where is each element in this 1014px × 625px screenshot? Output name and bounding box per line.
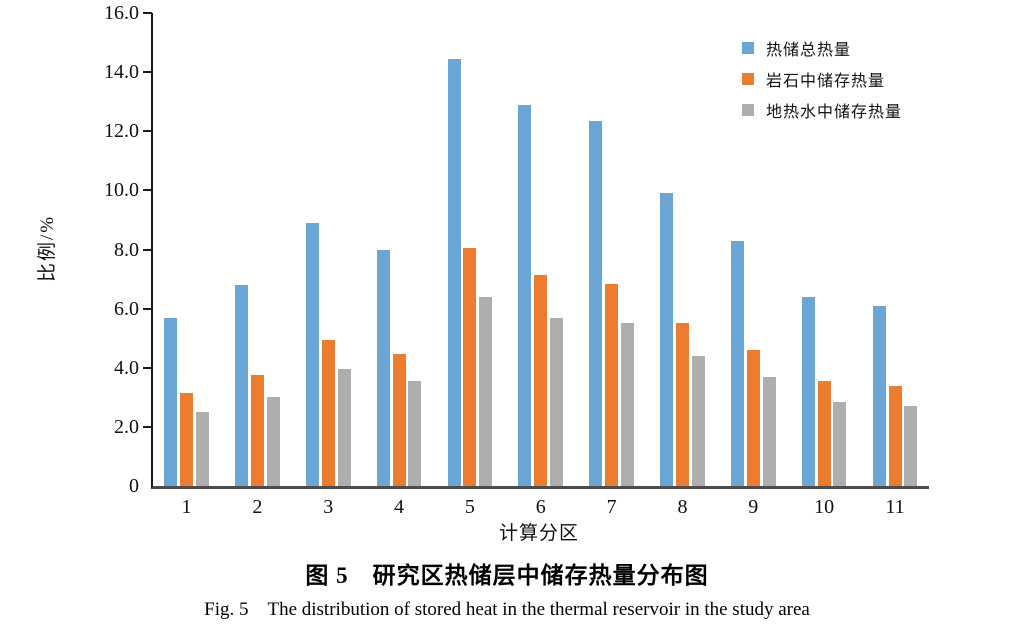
legend-label-rock-heat: 岩石中储存热量 (766, 72, 886, 90)
bar-series3-zone8 (691, 355, 705, 486)
bar-series1-zone5 (447, 58, 461, 486)
bar-series2-zone7 (605, 283, 619, 486)
bar-series1-zone8 (660, 193, 674, 486)
bar-series3-zone1 (195, 412, 209, 486)
bar-series2-zone10 (817, 381, 831, 486)
bar-series3-zone11 (904, 406, 918, 486)
y-axis-label-4.0: 4.0 (114, 356, 139, 379)
y-axis-label-6.0: 6.0 (114, 297, 139, 320)
bar-series1-zone1 (164, 317, 178, 486)
x-axis-title: 计算分区 (498, 523, 579, 544)
bar-series3-zone3 (337, 369, 351, 486)
y-axis-tick-12.0 (143, 130, 152, 133)
legend-item-rock-heat: 岩石中储存热量 (742, 63, 902, 94)
x-axis-label-zone5: 5 (464, 496, 475, 518)
x-axis-label-zone7: 7 (606, 496, 617, 518)
bar-series1-zone9 (731, 240, 744, 486)
y-axis-tick-2.0 (143, 425, 152, 428)
bar-series1-zone7 (589, 120, 603, 486)
x-axis-label-zone1: 1 (181, 496, 192, 518)
bar-series3-zone9 (762, 376, 776, 486)
bar-series1-zone2 (235, 284, 249, 486)
bar-series2-zone9 (746, 350, 760, 486)
bar-series1-zone11 (872, 305, 886, 486)
legend: 热储总热量 岩石中储存热量 地热水中储存热量 (742, 32, 902, 125)
y-axis-tick-6.0 (143, 307, 152, 310)
bar-series1-zone4 (376, 249, 390, 486)
y-axis-label-2.0: 2.0 (114, 415, 139, 438)
legend-item-water-heat: 地热水中储存热量 (742, 94, 902, 125)
legend-swatch-rock-heat (742, 72, 754, 85)
bar-series1-zone3 (305, 222, 319, 486)
legend-swatch-water-heat (742, 103, 754, 116)
x-axis-label-zone3: 3 (323, 496, 334, 518)
bar-series2-zone3 (321, 339, 335, 486)
bar-series2-zone2 (250, 375, 264, 486)
x-axis-label-zone2: 2 (252, 496, 263, 518)
bar-series3-zone7 (620, 323, 634, 486)
y-axis-tick-8.0 (143, 248, 152, 251)
bar-series1-zone10 (801, 296, 815, 486)
bar-series1-zone6 (518, 104, 532, 486)
x-axis-label-zone4: 4 (394, 496, 405, 518)
bar-series3-zone10 (833, 401, 847, 486)
bar-series2-zone11 (888, 385, 902, 486)
bar-series2-zone6 (534, 274, 548, 486)
bar-series3-zone2 (266, 397, 280, 486)
plot-area: 0 2.0 4.0 6.0 8.0 10.0 12.0 14.0 16.0 1 2 3 4 5 6 7 8 9 10… (104, 3, 929, 518)
y-axis-tick-4.0 (143, 366, 152, 369)
bar-series3-zone4 (408, 381, 422, 486)
legend-item-total-heat: 热储总热量 (742, 32, 902, 63)
x-axis-label-zone8: 8 (677, 496, 688, 518)
bar-series2-zone5 (463, 248, 477, 486)
y-axis-label-14.0: 14.0 (104, 61, 139, 84)
y-axis-tick-14.0 (143, 71, 152, 74)
x-axis-label-zone10: 10 (814, 496, 835, 518)
x-axis-label-zone6: 6 (535, 496, 546, 518)
legend-swatch-total-heat (742, 41, 754, 54)
x-axis-label-zone11: 11 (885, 496, 905, 518)
bar-series2-zone4 (392, 354, 406, 486)
y-axis-label-16.0: 16.0 (104, 2, 139, 24)
y-axis-tick-16.0 (143, 12, 152, 14)
figure-caption-english: Fig. 5 The distribution of stored heat i… (204, 599, 810, 620)
y-axis-title-text: 比例/% (37, 214, 59, 282)
figure-caption-chinese: 图 5 研究区热储层中储存热量分布图 (305, 563, 709, 588)
y-axis-label-8.0: 8.0 (114, 238, 139, 261)
y-axis-tick-10.0 (143, 189, 152, 192)
y-axis-label-10.0: 10.0 (104, 179, 139, 202)
y-axis-label-0: 0 (129, 475, 139, 497)
bar-series3-zone5 (479, 296, 493, 486)
legend-label-water-heat: 地热水中储存热量 (766, 103, 903, 121)
bar-series3-zone6 (550, 317, 564, 486)
x-axis-label-zone9: 9 (748, 496, 759, 518)
bar-series2-zone8 (675, 323, 689, 486)
bar-series2-zone1 (180, 392, 193, 486)
legend-label-total-heat: 热储总热量 (766, 41, 852, 59)
y-axis-label-12.0: 12.0 (104, 120, 139, 143)
